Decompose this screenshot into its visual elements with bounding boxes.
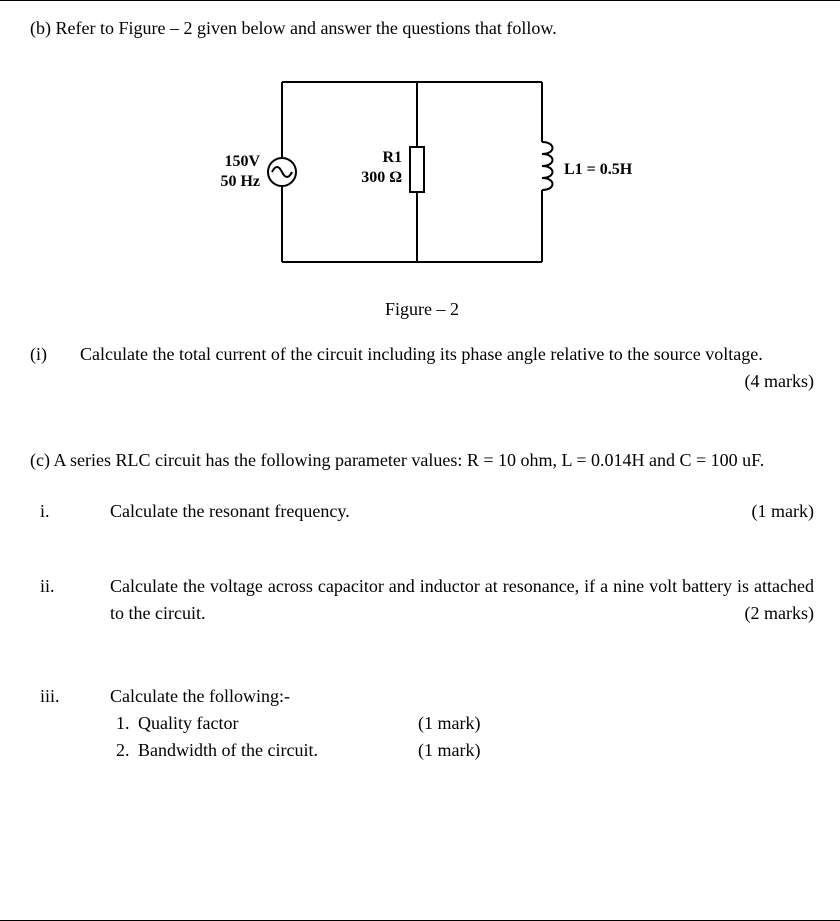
question-page: (b) Refer to Figure – 2 given below and … bbox=[0, 0, 840, 921]
part-c-i-text: Calculate the resonant frequency. bbox=[110, 501, 350, 521]
part-c-i-marks: (1 mark) bbox=[752, 498, 814, 525]
source-voltage-label: 150V bbox=[224, 153, 260, 170]
r1-value: 300 Ω bbox=[361, 169, 402, 186]
r1-name: R1 bbox=[382, 149, 402, 166]
part-c-iii-list: Quality factor (1 mark) Bandwidth of the… bbox=[110, 710, 814, 764]
part-c-ii-row: ii. Calculate the voltage across capacit… bbox=[30, 573, 814, 627]
part-c-iii-item-1-marks: (1 mark) bbox=[418, 710, 480, 737]
part-c-ii-body: Calculate the voltage across capacitor a… bbox=[110, 573, 814, 627]
part-c-intro-row: (c) A series RLC circuit has the followi… bbox=[30, 447, 814, 474]
part-c-iii-item-2-text: Bandwidth of the circuit. bbox=[138, 737, 418, 764]
part-c-iii-item-2-marks: (1 mark) bbox=[418, 737, 480, 764]
part-c-i-body: Calculate the resonant frequency. (1 mar… bbox=[110, 498, 814, 525]
part-b-label: (b) bbox=[30, 18, 51, 38]
figure-caption: Figure – 2 bbox=[30, 296, 814, 323]
figure-2-container: 150V 50 Hz R1 300 Ω L1 = 0.5H Figure – 2 bbox=[30, 62, 814, 323]
part-c-i-row: i. Calculate the resonant frequency. (1 … bbox=[30, 498, 814, 525]
l1-label: L1 = 0.5H bbox=[564, 161, 632, 178]
part-b-intro-text: Refer to Figure – 2 given below and answ… bbox=[56, 18, 557, 38]
part-c-iii-row: iii. Calculate the following:- Quality f… bbox=[30, 683, 814, 764]
part-c-i-label: i. bbox=[30, 498, 110, 525]
part-c-ii-text: Calculate the voltage across capacitor a… bbox=[110, 576, 814, 623]
part-b-intro-row: (b) Refer to Figure – 2 given below and … bbox=[30, 15, 814, 42]
part-c-label: (c) bbox=[30, 450, 50, 470]
part-c-intro-text: A series RLC circuit has the following p… bbox=[54, 450, 765, 470]
part-b-i-marks: (4 marks) bbox=[745, 368, 814, 395]
circuit-diagram: 150V 50 Hz R1 300 Ω L1 = 0.5H bbox=[212, 62, 632, 282]
part-c-ii-label: ii. bbox=[30, 573, 110, 627]
part-c-iii-item-2: Bandwidth of the circuit. (1 mark) bbox=[134, 737, 814, 764]
source-freq-label: 50 Hz bbox=[220, 173, 260, 190]
part-c-iii-item-1: Quality factor (1 mark) bbox=[134, 710, 814, 737]
part-c-iii-label: iii. bbox=[30, 683, 110, 764]
part-c-iii-heading: Calculate the following:- bbox=[110, 683, 814, 710]
part-c-ii-marks: (2 marks) bbox=[745, 600, 814, 627]
part-c-iii-body: Calculate the following:- Quality factor… bbox=[110, 683, 814, 764]
part-c-iii-item-1-text: Quality factor bbox=[138, 710, 418, 737]
part-b-i-row: (i) Calculate the total current of the c… bbox=[30, 341, 814, 395]
part-b-i-body: Calculate the total current of the circu… bbox=[80, 341, 814, 395]
part-b-i-label: (i) bbox=[30, 341, 80, 395]
part-b-i-text: Calculate the total current of the circu… bbox=[80, 344, 763, 364]
